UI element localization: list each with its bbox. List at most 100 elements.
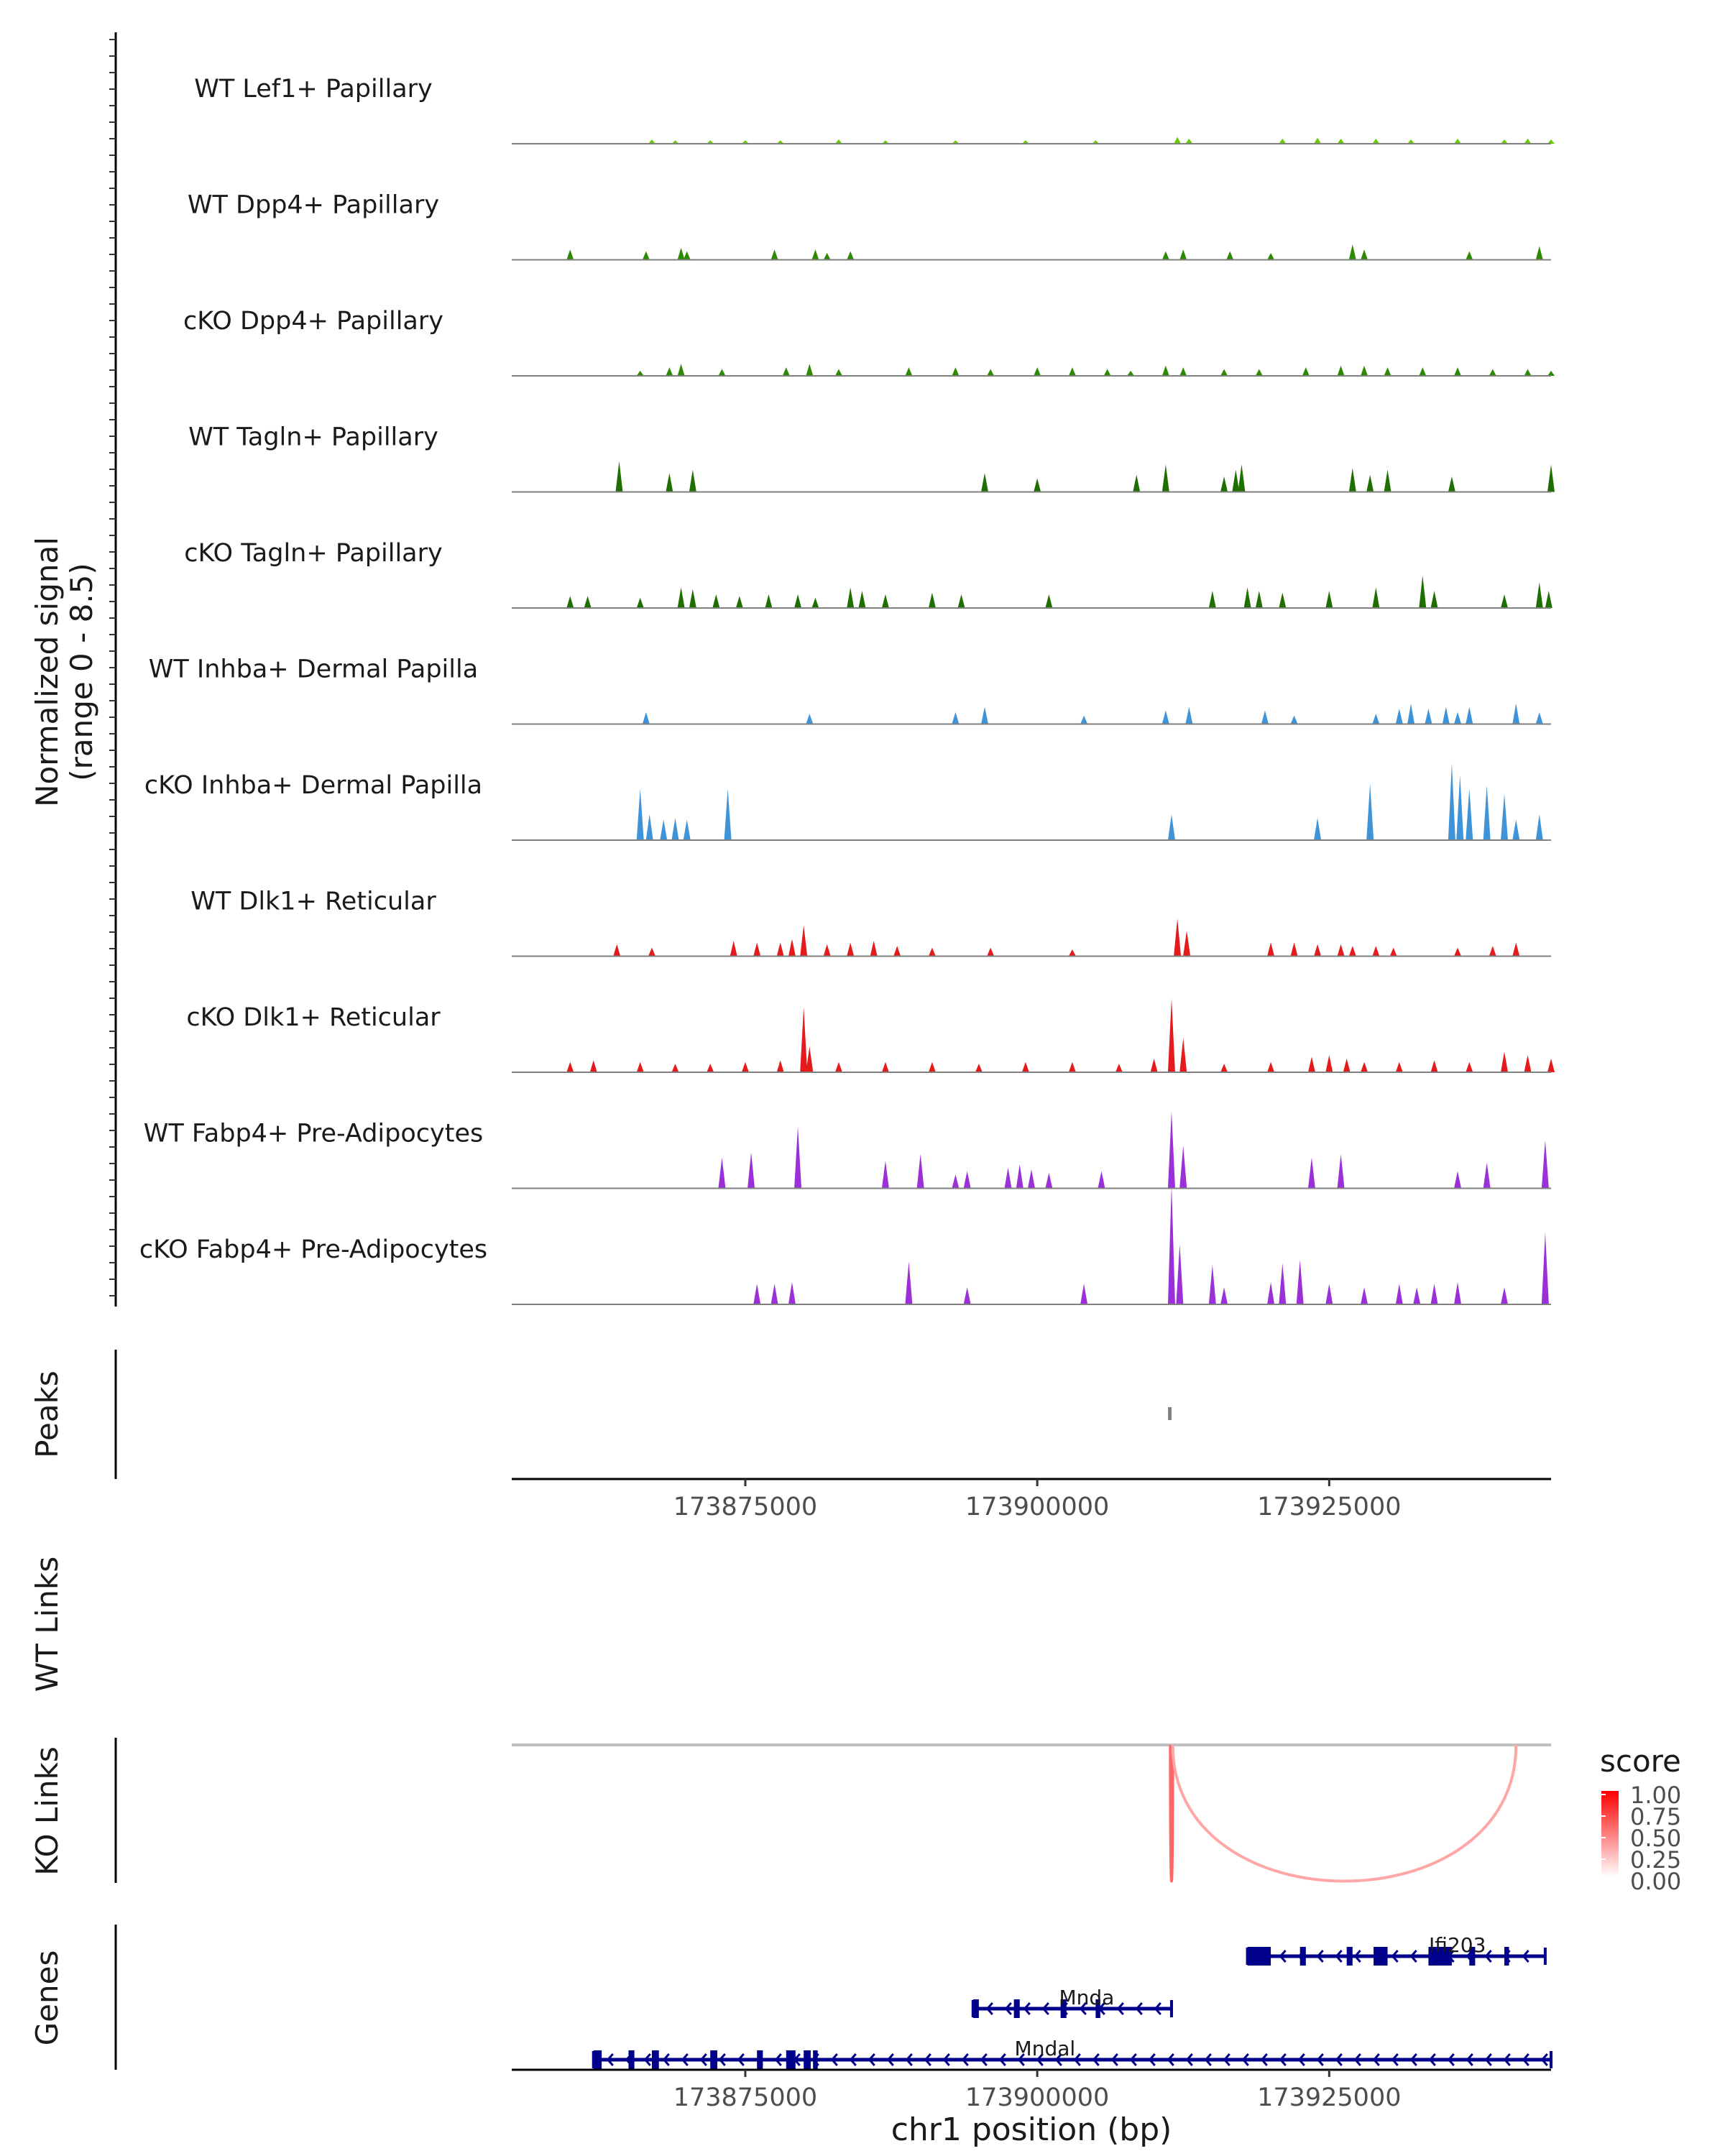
signal-peak — [1395, 709, 1403, 724]
signal-peak — [1372, 587, 1380, 608]
signal-peak — [1524, 138, 1532, 144]
signal-peak — [1080, 1284, 1088, 1304]
strand-arrow — [1154, 2002, 1162, 2015]
gene-exon — [1300, 1947, 1306, 1966]
signal-peak — [1021, 140, 1029, 144]
coverage-y-label-line2: (range 0 - 8.5) — [64, 563, 99, 781]
signal-peak — [1489, 946, 1496, 957]
signal-peak — [806, 364, 814, 376]
signal-peak — [718, 369, 726, 376]
signal-peak — [981, 473, 989, 492]
signal-peak — [870, 941, 878, 957]
signal-peak — [1524, 369, 1532, 376]
track-label: WT Inhba+ Dermal Papilla — [149, 655, 478, 684]
coverage-y-label-line1: Normalized signal — [29, 537, 65, 807]
strand-arrow — [1092, 2053, 1100, 2066]
strand-arrow — [1335, 2053, 1343, 2066]
signal-peak — [1454, 1171, 1462, 1189]
track-label: WT Lef1+ Papillary — [194, 75, 433, 103]
signal-peak — [730, 941, 737, 957]
signal-peak — [1501, 1287, 1509, 1304]
signal-peak — [1483, 785, 1491, 840]
strand-arrow — [1391, 1950, 1399, 1963]
signal-peak — [666, 473, 673, 492]
gene-models: Ifi203 Mnda Mndal — [592, 1933, 1552, 2069]
gene-exon — [1060, 1999, 1067, 2018]
signal-peak — [770, 1284, 778, 1304]
signal-peak — [1466, 706, 1473, 724]
coverage-track: cKO Dlk1+ Reticular — [186, 998, 1555, 1073]
track-label: cKO Tagln+ Papillary — [184, 539, 443, 568]
signal-peak — [1454, 367, 1462, 376]
signal-peak — [1226, 251, 1234, 260]
signal-peak — [1167, 814, 1175, 840]
coverage-track: WT Dlk1+ Reticular — [190, 888, 1551, 957]
signal-peak — [724, 788, 732, 840]
signal-peak — [916, 1153, 924, 1189]
signal-peak — [1220, 476, 1228, 492]
signal-peak — [1267, 1061, 1275, 1072]
signal-peak — [1535, 582, 1543, 608]
signal-peak — [1004, 1167, 1012, 1189]
signal-peak — [642, 251, 650, 260]
signal-peak — [636, 788, 644, 840]
strand-arrow — [1466, 2053, 1473, 2066]
signal-peak — [794, 594, 802, 608]
signal-peak — [823, 944, 831, 957]
signal-peak — [671, 818, 679, 840]
signal-peak — [981, 706, 989, 724]
signal-peak — [1034, 478, 1041, 492]
signal-peak — [1454, 138, 1462, 144]
signal-peak — [1425, 709, 1432, 724]
signal-peak — [1255, 591, 1263, 608]
signal-peak — [677, 364, 685, 376]
gene-exon — [804, 2050, 811, 2069]
signal-peak — [1419, 367, 1427, 376]
signal-peak — [1016, 1164, 1024, 1189]
signal-peak — [1314, 137, 1322, 144]
signal-peak — [1384, 469, 1392, 492]
signal-peak — [707, 140, 714, 144]
signal-peak — [1232, 469, 1240, 492]
peaks-panel: Peaks 173875000 173900000 173925000 — [29, 1350, 1551, 1521]
signal-peak — [1419, 575, 1427, 608]
gene-model: Mndal — [592, 2037, 1552, 2069]
signal-peak — [1348, 244, 1356, 260]
signal-peak — [689, 589, 696, 608]
genes-label: Genes — [29, 1950, 65, 2046]
strand-arrow — [1353, 2053, 1361, 2066]
coverage-track: WT Inhba+ Dermal Papilla — [149, 655, 1551, 725]
gene-name: Mndal — [1015, 2037, 1076, 2060]
strand-arrow — [961, 2053, 969, 2066]
signal-peak — [613, 944, 621, 957]
strand-arrow — [1335, 1950, 1343, 1963]
signal-peak — [1361, 1061, 1368, 1072]
signal-peak — [811, 249, 819, 260]
strand-arrow — [699, 2053, 707, 2066]
signal-peak — [1179, 249, 1187, 260]
signal-peak — [753, 1284, 761, 1304]
peak-region — [1168, 1407, 1172, 1420]
strand-arrow — [1391, 2053, 1399, 2066]
strand-arrow — [1041, 2002, 1049, 2015]
signal-peak — [1325, 1284, 1333, 1304]
signal-peak — [589, 1060, 597, 1072]
coverage-track: cKO Fabp4+ Pre-Adipocytes — [139, 1184, 1551, 1305]
gene-exon — [593, 2050, 602, 2069]
signal-peak — [788, 1282, 796, 1304]
signal-peak — [1021, 1061, 1029, 1072]
signal-peak — [1337, 365, 1345, 376]
signal-peak — [1456, 775, 1464, 840]
signal-peak — [1220, 369, 1228, 376]
ko-links-arcs — [1169, 1744, 1518, 1883]
gene-exon — [1346, 1947, 1353, 1966]
gene-exon — [1428, 1947, 1452, 1966]
signal-peak — [963, 1171, 971, 1189]
track-label: WT Tagln+ Papillary — [188, 423, 438, 452]
strand-arrow — [1279, 2053, 1287, 2066]
signal-peak — [683, 819, 691, 840]
signal-peak — [1167, 998, 1175, 1072]
track-label: cKO Fabp4+ Pre-Adipocytes — [139, 1235, 487, 1264]
strand-arrow — [924, 2053, 932, 2066]
strand-arrow — [1484, 1950, 1492, 1963]
